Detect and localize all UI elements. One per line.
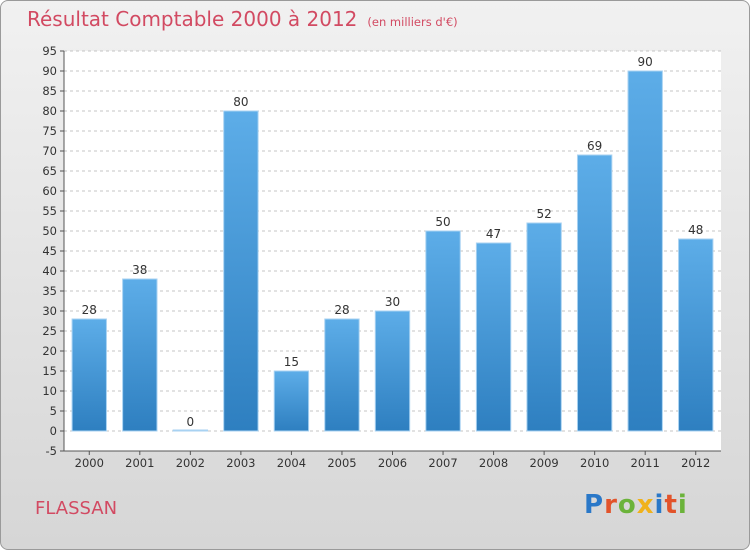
y-tick-label: -5 [46,444,57,458]
data-label: 38 [132,263,147,277]
y-tick-label: 0 [50,424,57,438]
logo-letter: i [654,490,665,520]
chart-title-block: Résultat Comptable 2000 à 2012 (en millie… [27,7,458,31]
y-tick-label: 90 [42,64,57,78]
x-tick-label: 2003 [226,456,255,470]
bar [374,310,411,432]
y-tick-label: 60 [42,184,57,198]
bar [324,318,360,432]
y-tick-label: 30 [42,304,57,318]
data-label: 28 [82,303,97,317]
y-tick-label: 20 [42,344,57,358]
y-tick-label: 5 [50,404,57,418]
logo-letter: r [604,490,618,520]
data-label: 0 [187,415,195,429]
y-tick-label: 65 [42,164,57,178]
x-tick-label: 2000 [75,456,104,470]
data-label: 80 [233,95,248,109]
y-tick-label: 95 [42,44,57,58]
bar [678,238,714,432]
bar [273,370,310,432]
y-tick-label: 85 [42,84,57,98]
x-tick-label: 2002 [176,456,205,470]
data-label: 90 [638,55,653,69]
data-label: 28 [334,303,349,317]
x-tick-label: 2006 [378,456,407,470]
x-tick-label: 2001 [125,456,154,470]
place-name: FLASSAN [35,498,118,519]
bar [425,230,461,432]
bar [172,429,209,432]
y-tick-label: 40 [42,264,57,278]
bar [627,70,663,432]
bar [475,242,512,432]
y-tick-label: 15 [42,364,57,378]
x-tick-label: 2010 [580,456,609,470]
logo-letter: i [677,490,688,520]
x-tick-label: 2004 [277,456,306,470]
logo-letter: P [584,490,605,520]
data-label: 15 [284,355,299,369]
data-label: 69 [587,139,602,153]
logo-letter: t [664,490,678,520]
data-label: 52 [536,207,551,221]
x-tick-label: 2007 [428,456,457,470]
bar [122,278,158,432]
y-tick-label: 80 [42,104,57,118]
data-label: 47 [486,227,501,241]
x-tick-label: 2005 [327,456,356,470]
bar [526,222,562,432]
y-tick-label: 75 [42,124,57,138]
data-label: 50 [435,215,450,229]
y-tick-label: 10 [42,384,57,398]
x-tick-label: 2009 [529,456,558,470]
logo-letter: x [636,490,655,520]
y-tick-label: 50 [42,224,57,238]
chart-title: Résultat Comptable 2000 à 2012 [27,7,358,31]
chart-subtitle: (en milliers d'€) [367,15,458,29]
logo-letter: o [617,490,637,520]
y-tick-label: 25 [42,324,57,338]
y-tick-label: 35 [42,284,57,298]
proxiti-logo: Proxiti [584,490,688,520]
x-tick-label: 2008 [479,456,508,470]
x-tick-label: 2011 [631,456,660,470]
y-tick-label: 55 [42,204,57,218]
data-label: 30 [385,295,400,309]
bar [223,110,259,432]
y-tick-label: 70 [42,144,57,158]
data-label: 48 [688,223,703,237]
bar [576,154,613,432]
bar [71,318,107,432]
y-tick-label: 45 [42,244,57,258]
x-tick-label: 2012 [681,456,710,470]
